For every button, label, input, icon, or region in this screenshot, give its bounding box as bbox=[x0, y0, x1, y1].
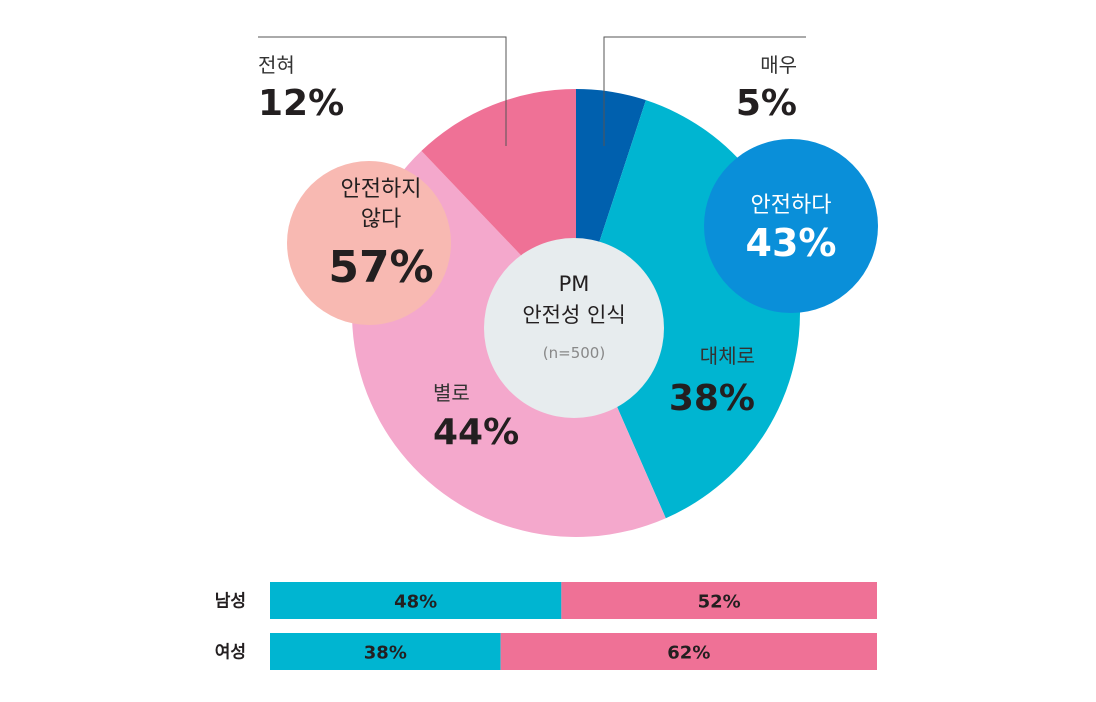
pie-chart: 매우 5% 대체로 38% 별로 44% 전혀 12% PM 안전성 인식 (n=500) 안전하다 4… bbox=[258, 36, 878, 538]
group-label: 안전하다 bbox=[751, 193, 832, 218]
bar-segment bbox=[270, 633, 501, 670]
bar-segment bbox=[500, 633, 877, 670]
group-label: 않다 bbox=[361, 207, 401, 232]
group-label: 안전하지 bbox=[341, 177, 422, 202]
slice-label: 전혀 bbox=[258, 53, 295, 77]
slice-value: 5% bbox=[736, 83, 797, 124]
callout-line bbox=[258, 36, 507, 146]
bar-value-label: 62% bbox=[667, 643, 710, 664]
slice-value: 12% bbox=[258, 83, 344, 124]
bar-value-label: 48% bbox=[394, 592, 437, 613]
slice-label: 매우 bbox=[760, 53, 797, 77]
gender-bar-chart: 남성 48% 52% 여성 38% 62% bbox=[215, 582, 877, 670]
group-value: 43% bbox=[746, 221, 837, 265]
bar-segment bbox=[270, 582, 562, 619]
slice-value: 44% bbox=[433, 412, 519, 453]
pie-title: 안전성 인식 bbox=[522, 303, 625, 327]
callout-line bbox=[603, 36, 806, 146]
pie-title: PM bbox=[559, 272, 590, 296]
group-bubble bbox=[704, 139, 878, 313]
pie-center bbox=[484, 238, 664, 418]
slice-label: 대체로 bbox=[700, 344, 755, 368]
group-bubble bbox=[287, 161, 451, 325]
bar-category-label: 남성 bbox=[215, 592, 246, 612]
pie-subtitle: (n=500) bbox=[543, 344, 605, 362]
bar-value-label: 52% bbox=[698, 592, 741, 613]
bar-value-label: 38% bbox=[364, 643, 407, 664]
bar-category-label: 여성 bbox=[215, 643, 246, 663]
bar-segment bbox=[561, 582, 877, 619]
slice-value: 38% bbox=[669, 378, 755, 419]
slice-label: 별로 bbox=[433, 381, 470, 405]
group-value: 57% bbox=[328, 242, 433, 293]
